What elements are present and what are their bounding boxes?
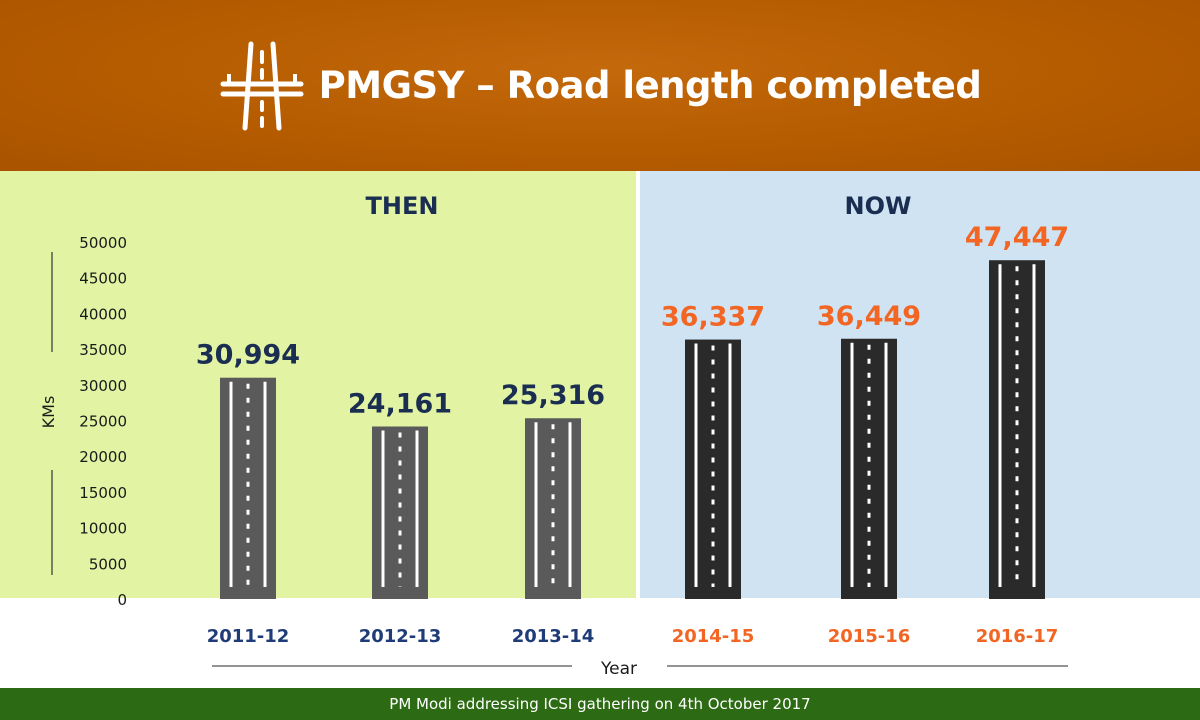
y-tick-label: 15000 bbox=[79, 484, 127, 502]
page-title: PMGSY – Road length completed bbox=[318, 64, 982, 107]
y-tick-label: 20000 bbox=[79, 448, 127, 466]
data-label: 25,316 bbox=[501, 380, 605, 411]
footer-caption: PM Modi addressing ICSI gathering on 4th… bbox=[389, 695, 811, 713]
y-tick-label: 0 bbox=[117, 591, 127, 609]
bar bbox=[989, 260, 1045, 599]
y-tick-label: 45000 bbox=[79, 270, 127, 288]
category-label: 2016-17 bbox=[976, 626, 1059, 647]
data-label: 36,337 bbox=[661, 302, 765, 333]
then-label: THEN bbox=[365, 192, 439, 220]
y-axis-label: KMs bbox=[39, 396, 58, 429]
y-tick-label: 10000 bbox=[79, 520, 127, 538]
panel-divider bbox=[636, 171, 640, 598]
category-label: 2015-16 bbox=[828, 626, 911, 647]
category-label: 2014-15 bbox=[672, 626, 755, 647]
title-row: PMGSY – Road length completed bbox=[0, 0, 1200, 171]
y-tick-label: 50000 bbox=[79, 234, 127, 252]
y-tick-label: 40000 bbox=[79, 305, 127, 323]
bar bbox=[841, 338, 897, 599]
y-tick-label: 25000 bbox=[79, 413, 127, 431]
data-label: 47,447 bbox=[965, 222, 1069, 253]
category-label: 2013-14 bbox=[512, 626, 595, 647]
data-label: 24,161 bbox=[348, 388, 452, 419]
category-label: 2011-12 bbox=[207, 626, 290, 647]
header-banner bbox=[0, 0, 1200, 171]
road-icon bbox=[220, 41, 304, 130]
data-label: 36,449 bbox=[817, 301, 921, 332]
x-axis-label: Year bbox=[600, 659, 637, 679]
y-tick-label: 30000 bbox=[79, 377, 127, 395]
data-label: 30,994 bbox=[196, 340, 300, 371]
category-label: 2012-13 bbox=[359, 626, 442, 647]
footer-bar: PM Modi addressing ICSI gathering on 4th… bbox=[0, 688, 1200, 720]
bar bbox=[372, 426, 428, 599]
now-label: NOW bbox=[844, 192, 912, 220]
y-tick-label: 5000 bbox=[89, 555, 127, 573]
y-tick-label: 35000 bbox=[79, 341, 127, 359]
